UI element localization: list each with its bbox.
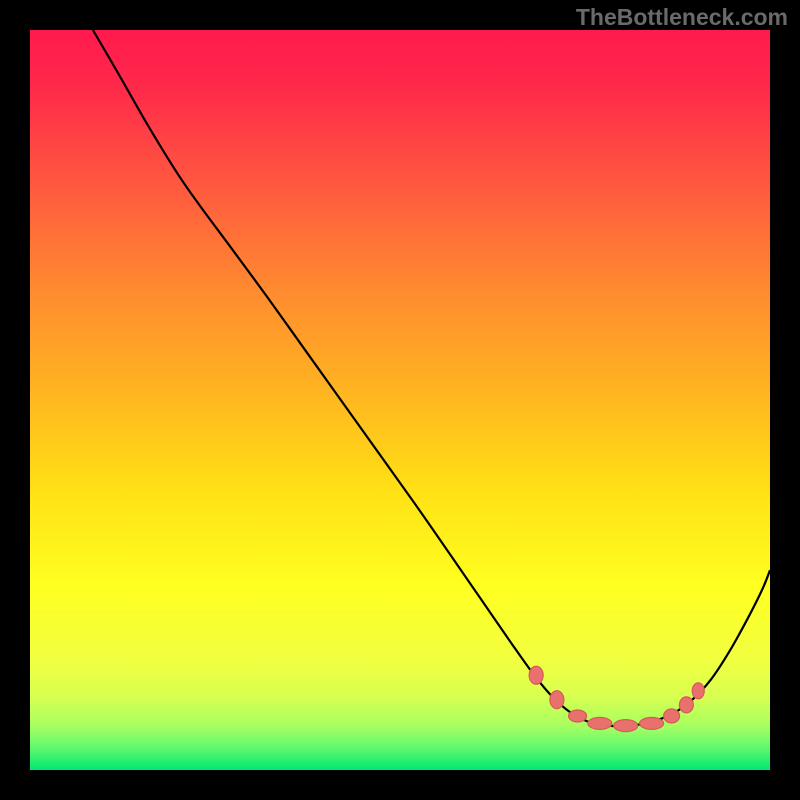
- chart-curve-layer: [30, 30, 770, 770]
- curve-markers-group: [529, 666, 704, 731]
- curve-marker: [569, 710, 587, 722]
- curve-marker: [588, 717, 612, 729]
- chart-plot-area: [30, 30, 770, 770]
- curve-marker: [550, 691, 564, 709]
- curve-marker: [614, 720, 638, 732]
- curve-marker: [664, 709, 680, 723]
- bottleneck-curve: [93, 30, 770, 726]
- curve-marker: [679, 697, 693, 713]
- watermark-text: TheBottleneck.com: [576, 4, 788, 31]
- curve-marker: [640, 717, 664, 729]
- curve-marker: [529, 666, 543, 684]
- curve-marker: [692, 683, 704, 699]
